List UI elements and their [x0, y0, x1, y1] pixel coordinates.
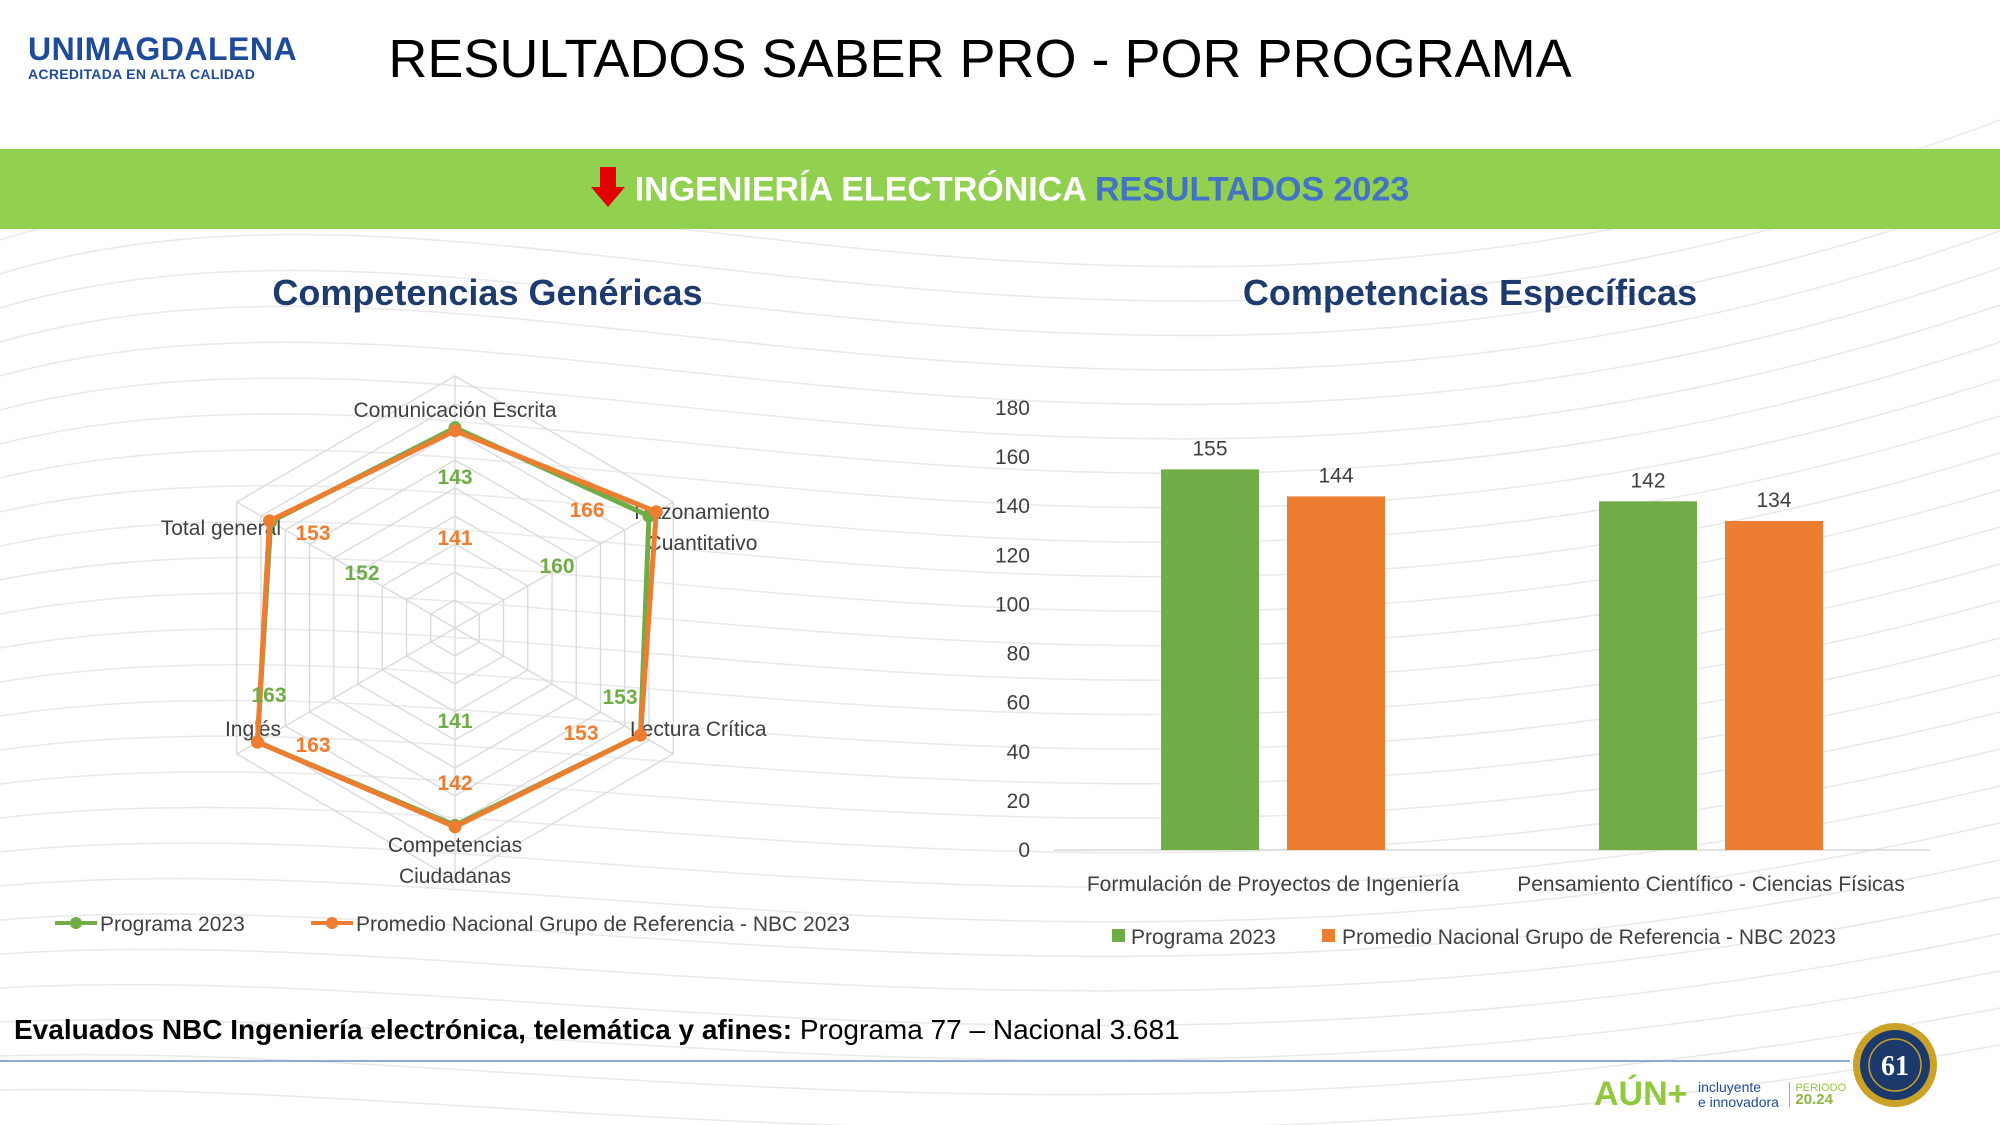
- bar-legend-swatch: [1322, 929, 1335, 942]
- bar-legend: Programa 2023 Promedio Nacional Grupo de …: [1112, 926, 1836, 949]
- radar-data-label: 141: [437, 527, 472, 550]
- bar-chart-title: Competencias Específicas: [1242, 272, 1698, 313]
- radar-legend-label: Programa 2023: [100, 913, 245, 936]
- radar-point: [262, 514, 276, 528]
- radar-chart-title: Competencias Genéricas: [272, 272, 703, 313]
- radar-data-label: 153: [295, 522, 330, 545]
- radar-axis-label-line: Competencias: [388, 834, 522, 857]
- period-label: PERIODO: [1795, 1082, 1847, 1094]
- bar: [1161, 469, 1259, 850]
- aun-incluyente-logo: AÚN+ incluyente e innovadora PERIODO 20.…: [1594, 1075, 1846, 1114]
- radar-data-label: 142: [437, 772, 472, 795]
- radar-point: [649, 505, 663, 519]
- radar-data-label: 153: [563, 722, 598, 745]
- radar-spoke: [454, 501, 674, 629]
- down-arrow-icon: [590, 167, 625, 216]
- bar-data-label: 134: [1756, 489, 1791, 512]
- bar-category-label: Pensamiento Científico - Ciencias Física…: [1517, 873, 1905, 896]
- radar-data-label: 141: [437, 710, 472, 733]
- bar-legend-swatch: [1112, 929, 1125, 942]
- slogan-big: AÚN+: [1594, 1075, 1688, 1113]
- radar-axis-label-line: Total general: [161, 517, 281, 540]
- evaluados-note: Evaluados NBC Ingeniería electrónica, te…: [14, 1014, 1180, 1046]
- bar-legend-label: Programa 2023: [1131, 926, 1276, 949]
- radar-axis-label-line: Ciudadanas: [399, 865, 511, 888]
- bar-y-tick-label: 180: [995, 397, 1030, 420]
- radar-axis-label: Total general: [161, 517, 281, 540]
- page-title: RESULTADOS SABER PRO - POR PROGRAMA: [388, 29, 1572, 89]
- radar-data-label: 143: [437, 466, 472, 489]
- slogan-line1: incluyente: [1697, 1078, 1762, 1095]
- radar-axis-label: Competencias Ciudadanas: [388, 834, 522, 888]
- radar-legend-label: Promedio Nacional Grupo de Referencia - …: [356, 913, 850, 936]
- bar-y-tick-label: 0: [1018, 839, 1030, 862]
- bar-data-label: 155: [1192, 437, 1227, 460]
- radar-axis-label: Inglés: [225, 718, 281, 741]
- radar-axis-label-line: Comunicación Escrita: [353, 399, 556, 422]
- radar-axis-label: Comunicación Escrita: [353, 399, 556, 422]
- seal-number: 61: [1881, 1051, 1909, 1082]
- bar-y-tick-label: 20: [1007, 790, 1030, 813]
- logo-name: UNIMAGDALENA: [28, 31, 298, 67]
- evaluados-value: Programa 77 – Nacional 3.681: [799, 1014, 1180, 1045]
- radar-axis-label: Razonamiento Cuantitativo: [634, 501, 769, 555]
- bar-data-label: 142: [1630, 469, 1665, 492]
- radar-data-label: 166: [569, 499, 604, 522]
- radar-legend-marker: [70, 917, 82, 929]
- radar-data-label: 153: [602, 686, 637, 709]
- radar-axis-label: Lectura Crítica: [630, 718, 767, 741]
- radar-axis-label-line: Lectura Crítica: [630, 718, 767, 741]
- bar-y-tick-label: 100: [995, 593, 1030, 616]
- radar-data-label: 163: [251, 684, 286, 707]
- bar-y-tick-label: 40: [1007, 741, 1030, 764]
- program-banner: INGENIERÍA ELECTRÓNICA RESULTADOS 2023: [0, 149, 2000, 229]
- bar: [1287, 496, 1385, 850]
- radar-axis-label-line: Inglés: [225, 718, 281, 741]
- banner-results: RESULTADOS 2023: [1095, 170, 1410, 209]
- banner-program: INGENIERÍA ELECTRÓNICA: [634, 170, 1086, 209]
- footer-divider: [0, 1060, 1850, 1062]
- unimagdalena-logo: UNIMAGDALENA ACREDITADA EN ALTA CALIDAD: [28, 32, 297, 82]
- radar-axis-label-line: Razonamiento: [634, 501, 769, 524]
- radar-point: [250, 735, 264, 749]
- radar-data-label: 152: [344, 562, 379, 585]
- bar: [1599, 501, 1697, 850]
- bar-data-label: 144: [1318, 464, 1353, 487]
- bar-category-label: Formulación de Proyectos de Ingeniería: [1087, 873, 1460, 896]
- anniversary-seal-icon: 61: [1853, 1023, 1937, 1107]
- bar-y-tick-label: 80: [1007, 643, 1030, 666]
- radar-data-label: 160: [539, 555, 574, 578]
- bar-y-tick-label: 140: [995, 495, 1030, 518]
- bar-y-tick-label: 60: [1007, 692, 1030, 715]
- bar-y-tick-label: 120: [995, 544, 1030, 567]
- radar-spoke: [236, 627, 456, 755]
- bar-y-tick-label: 160: [995, 446, 1030, 469]
- radar-data-label: 163: [295, 734, 330, 757]
- logo-subtitle: ACREDITADA EN ALTA CALIDAD: [28, 66, 256, 82]
- slogan-line2: e innovadora: [1697, 1093, 1779, 1110]
- radar-point: [634, 728, 648, 742]
- evaluados-label: Evaluados NBC Ingeniería electrónica, te…: [14, 1014, 793, 1045]
- period-value: 20.24: [1795, 1091, 1833, 1108]
- bar-legend-label: Promedio Nacional Grupo de Referencia - …: [1342, 926, 1836, 949]
- radar-point: [448, 820, 462, 834]
- radar-axis-label-line: Cuantitativo: [647, 532, 758, 555]
- radar-grid: [236, 375, 674, 881]
- bar: [1725, 520, 1823, 850]
- radar-point: [448, 424, 462, 438]
- radar-legend-marker: [326, 917, 338, 929]
- radar-legend: Programa 2023 Promedio Nacional Grupo de …: [55, 913, 850, 936]
